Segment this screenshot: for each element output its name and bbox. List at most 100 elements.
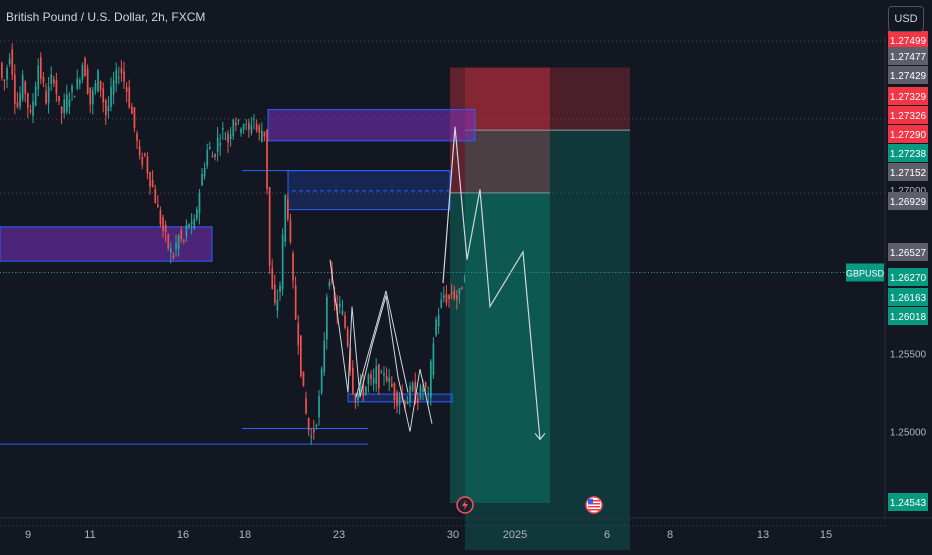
candle-body bbox=[344, 315, 346, 328]
price-badge bbox=[888, 144, 928, 162]
candle-body bbox=[388, 377, 391, 383]
candle-body bbox=[313, 429, 315, 433]
price-label: 1.24543 bbox=[890, 498, 927, 509]
candle-body bbox=[362, 383, 365, 397]
supply-demand-zone[interactable] bbox=[0, 226, 213, 262]
candle-body bbox=[396, 392, 398, 407]
candle-body bbox=[271, 267, 274, 289]
price-badge bbox=[888, 163, 928, 181]
candle-body bbox=[310, 435, 313, 438]
price-label: 1.27152 bbox=[890, 168, 927, 179]
candle-body bbox=[424, 382, 427, 388]
x-tick-label: 6 bbox=[604, 529, 610, 541]
candle-body bbox=[365, 386, 367, 395]
symbol-badge bbox=[846, 263, 884, 282]
candle-body bbox=[417, 398, 419, 404]
candle-body bbox=[34, 86, 37, 106]
candle-body bbox=[164, 224, 167, 233]
chart-title: British Pound / U.S. Dollar, 2h, FXCM bbox=[6, 10, 206, 24]
candle-body bbox=[47, 86, 50, 103]
candle-body bbox=[414, 381, 417, 404]
price-label: 1.26270 bbox=[890, 273, 927, 284]
projection-path[interactable] bbox=[442, 126, 541, 440]
x-tick-label: 8 bbox=[667, 529, 673, 541]
price-badge bbox=[888, 125, 928, 143]
candle-body bbox=[3, 79, 6, 81]
price-badge bbox=[888, 493, 928, 511]
price-label: 1.27477 bbox=[890, 52, 927, 63]
symbol-badge-label: GBPUSD bbox=[846, 268, 885, 278]
candle-body bbox=[211, 156, 214, 158]
flag-stripe bbox=[588, 509, 600, 511]
pattern-line[interactable] bbox=[355, 290, 409, 398]
candle-body bbox=[242, 124, 245, 130]
candle-body bbox=[404, 401, 406, 409]
x-tick-label: 23 bbox=[333, 529, 345, 541]
candle-body bbox=[328, 282, 331, 286]
candle-body bbox=[341, 310, 344, 315]
candle-body bbox=[450, 293, 453, 295]
order-block-zone[interactable] bbox=[287, 170, 451, 211]
candle-body bbox=[172, 255, 175, 259]
currency-button[interactable]: USD bbox=[888, 6, 924, 32]
candle-body bbox=[294, 285, 297, 320]
flag-stripe bbox=[588, 503, 600, 505]
candle-body bbox=[240, 128, 242, 134]
candle-body bbox=[255, 124, 258, 131]
candle-body bbox=[276, 299, 279, 311]
take-profit-zone[interactable] bbox=[465, 130, 630, 551]
candle-body bbox=[11, 49, 14, 75]
candle-body bbox=[206, 149, 209, 167]
candle-body bbox=[133, 107, 136, 128]
candle-body bbox=[97, 69, 99, 92]
candle-body bbox=[86, 68, 89, 94]
candle-body bbox=[19, 93, 21, 108]
price-label: 1.27326 bbox=[890, 111, 927, 122]
candle-body bbox=[237, 119, 240, 122]
candle-body bbox=[391, 383, 393, 387]
candle-body bbox=[196, 209, 198, 219]
candle-body bbox=[198, 192, 201, 214]
flag-stripe bbox=[588, 500, 600, 502]
candle-body bbox=[261, 130, 263, 142]
candle-body bbox=[245, 124, 248, 126]
candle-body bbox=[458, 288, 461, 295]
take-profit-zone[interactable] bbox=[450, 192, 550, 503]
price-label: 1.26163 bbox=[890, 293, 927, 304]
supply-demand-zone[interactable] bbox=[267, 109, 476, 142]
candle-body bbox=[229, 134, 232, 140]
candle-body bbox=[188, 224, 190, 228]
x-tick-label: 13 bbox=[757, 529, 769, 541]
candle-body bbox=[287, 199, 289, 220]
candle-body bbox=[320, 368, 323, 393]
pattern-line[interactable] bbox=[329, 259, 433, 432]
x-tick-label: 15 bbox=[820, 529, 832, 541]
candle-body bbox=[359, 378, 362, 388]
candle-body bbox=[24, 81, 27, 94]
candle-body bbox=[14, 74, 16, 104]
candle-body bbox=[115, 69, 118, 83]
candle-body bbox=[37, 65, 40, 90]
price-label: 1.26018 bbox=[890, 312, 927, 323]
y-tick-label: 1.25000 bbox=[890, 428, 927, 439]
stop-loss-zone[interactable] bbox=[465, 67, 630, 131]
candle-body bbox=[289, 220, 292, 242]
candle-body bbox=[68, 99, 71, 107]
candle-body bbox=[385, 376, 388, 382]
price-label: 1.27238 bbox=[890, 149, 927, 160]
price-badge bbox=[888, 268, 928, 286]
candle-body bbox=[375, 366, 378, 384]
flag-canton bbox=[588, 499, 593, 504]
candle-body bbox=[393, 383, 396, 401]
price-badge bbox=[888, 106, 928, 124]
candle-body bbox=[151, 180, 154, 187]
candle-body bbox=[40, 57, 42, 79]
candle-body bbox=[307, 418, 310, 431]
projection-arrowhead bbox=[534, 433, 546, 441]
candle-body bbox=[422, 388, 424, 392]
candle-body bbox=[349, 347, 352, 371]
candle-body bbox=[201, 173, 203, 186]
